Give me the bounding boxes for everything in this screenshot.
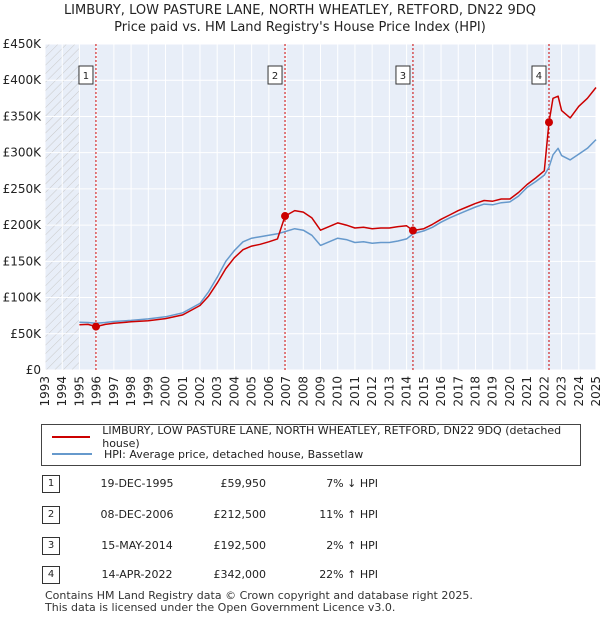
sale-point-2 (281, 212, 290, 221)
series-line-property (79, 87, 597, 328)
transaction-price: £192,500 (213, 539, 267, 552)
y-tick-label: £250K (3, 182, 43, 196)
x-tick-label: 2008 (296, 376, 310, 407)
x-tick-label: 2012 (365, 376, 379, 407)
gridlines (44, 43, 597, 371)
transaction-number: 4 (42, 566, 60, 584)
footer-licence: This data is licensed under the Open Gov… (45, 601, 396, 614)
series-lines (79, 87, 597, 328)
x-tick-label: 2002 (193, 376, 207, 407)
sale-point-3 (408, 226, 417, 235)
series-line-hpi (79, 139, 597, 325)
transaction-number: 1 (42, 475, 60, 493)
transaction-date: 14-APR-2022 (101, 568, 173, 581)
x-tick-label: 2001 (176, 376, 190, 407)
x-tick-label: 2018 (468, 376, 482, 407)
x-tick-label: 2009 (314, 376, 328, 407)
sale-label-text: 1 (83, 71, 89, 82)
y-tick-label: £0 (26, 363, 41, 377)
transaction-number: 3 (42, 537, 60, 555)
chart-subtitle: Price paid vs. HM Land Registry's House … (114, 20, 486, 35)
x-tick-label: 2011 (348, 376, 362, 407)
x-tick-label: 2010 (331, 376, 345, 407)
x-tick-label: 2007 (279, 376, 293, 407)
transaction-hpi: 22% ↑ HPI (319, 568, 378, 581)
x-tick-label: 2006 (262, 376, 276, 407)
sale-label-text: 2 (272, 71, 278, 82)
x-tick-label: 2017 (451, 376, 465, 407)
sale-label-box (531, 65, 547, 85)
transaction-hpi: 2% ↑ HPI (326, 539, 378, 552)
y-tick-label: £350K (3, 109, 43, 123)
sale-label-1: 1 (78, 65, 94, 85)
legend: LIMBURY, LOW PASTURE LANE, NORTH WHEATLE… (41, 424, 581, 466)
x-tick-label: 2003 (210, 376, 224, 407)
sale-labels: 1 2 3 4 (78, 65, 547, 85)
sale-label-box (395, 65, 411, 85)
sale-label-3: 3 (395, 65, 411, 85)
y-tick-label: £100K (3, 291, 43, 305)
transaction-hpi: 11% ↑ HPI (319, 508, 378, 521)
x-tick-label: 2016 (434, 376, 448, 407)
sale-point-1 (91, 322, 100, 331)
legend-item-hpi: HPI: Average price, detached house, Bass… (52, 446, 363, 462)
x-tick-label: 2005 (245, 376, 259, 407)
x-tick-label: 2014 (400, 376, 414, 407)
legend-label-property: LIMBURY, LOW PASTURE LANE, NORTH WHEATLE… (102, 424, 562, 450)
sale-label-box (78, 65, 94, 85)
y-tick-label: £150K (3, 254, 43, 268)
sale-points (91, 118, 553, 331)
price-chart: 1 2 3 4 £0 £50K £100K £150K £200K £250K £300K £350… (3, 37, 600, 407)
chart-title: LIMBURY, LOW PASTURE LANE, NORTH WHEATLE… (63, 3, 537, 18)
x-tick-label: 1997 (107, 376, 121, 407)
y-tick-label: £200K (3, 218, 43, 232)
transaction-hpi: 7% ↓ HPI (326, 477, 378, 490)
x-tick-label: 2019 (486, 376, 500, 407)
x-tick-label: 1998 (124, 376, 138, 407)
y-tick-label: £50K (10, 327, 42, 341)
x-axis: 1993 1994 1995 1996 1997 1998 1999 2000 2001 2002… (38, 376, 600, 407)
sale-label-4: 4 (531, 65, 547, 85)
x-tick-label: 1996 (90, 376, 104, 407)
x-tick-label: 2020 (503, 376, 517, 407)
sale-point-4 (544, 118, 553, 127)
x-tick-label: 2004 (227, 376, 241, 407)
y-axis: £0 £50K £100K £150K £200K £250K £300K £350K £400… (3, 37, 43, 377)
legend-label-hpi: HPI: Average price, detached house, Bass… (104, 447, 364, 461)
transaction-number: 2 (42, 506, 60, 524)
x-tick-label: 2000 (159, 376, 173, 407)
y-tick-label: £300K (3, 146, 43, 160)
transaction-price: £342,000 (213, 568, 267, 581)
x-tick-label: 2022 (537, 376, 551, 407)
x-tick-label: 1994 (55, 376, 69, 407)
legend-swatch-hpi (52, 453, 92, 455)
sale-label-text: 3 (400, 71, 406, 82)
legend-item-property: LIMBURY, LOW PASTURE LANE, NORTH WHEATLE… (52, 424, 580, 450)
x-tick-label: 2025 (589, 376, 600, 407)
x-tick-label: 2021 (520, 376, 534, 407)
transaction-price: £212,500 (213, 508, 267, 521)
y-tick-label: £450K (3, 37, 43, 51)
x-tick-label: 1993 (38, 376, 52, 407)
y-tick-label: £400K (3, 73, 43, 87)
legend-swatch-property (52, 436, 91, 438)
x-tick-label: 1999 (141, 376, 155, 407)
transaction-date: 15-MAY-2014 (101, 539, 173, 552)
sale-label-text: 4 (536, 71, 542, 82)
x-tick-label: 1995 (72, 376, 86, 407)
transaction-date: 19-DEC-1995 (100, 477, 174, 490)
sale-label-box (267, 65, 283, 85)
x-tick-label: 2015 (417, 376, 431, 407)
sale-label-2: 2 (267, 65, 283, 85)
transaction-price: £59,950 (220, 477, 267, 490)
x-tick-label: 2024 (572, 376, 586, 407)
footer-copyright: Contains HM Land Registry data © Crown c… (45, 589, 473, 602)
x-tick-label: 2013 (382, 376, 396, 407)
transaction-date: 08-DEC-2006 (100, 508, 174, 521)
x-tick-label: 2023 (555, 376, 569, 407)
